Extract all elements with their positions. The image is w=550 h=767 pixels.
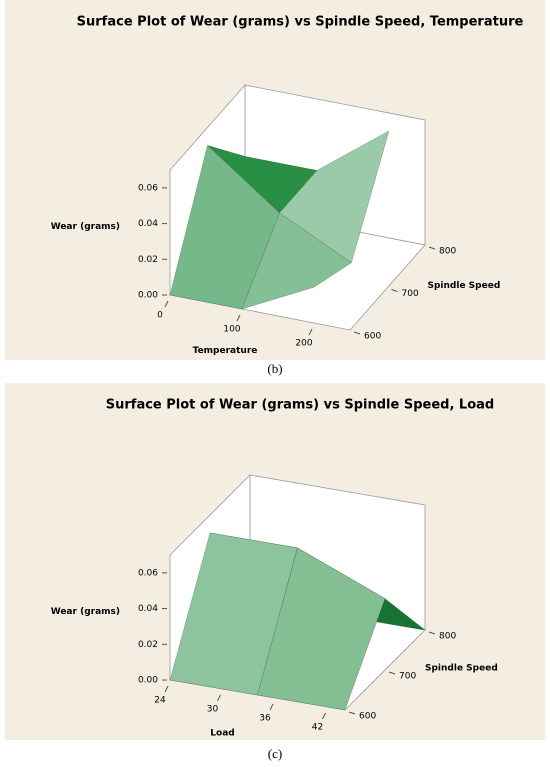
z-axis-label: Wear (grams) (51, 222, 120, 232)
x-axis-label: Temperature (193, 346, 258, 356)
x-tick (217, 694, 221, 702)
z-tick-label: 0.00 (138, 676, 158, 686)
caption: (c) (268, 746, 282, 761)
y-tick (428, 631, 436, 635)
y-axis-label: Spindle Speed (428, 281, 501, 291)
y-tick-label: 600 (359, 712, 376, 722)
surface-facet (241, 212, 352, 310)
chart-title: Surface Plot of Wear (grams) vs Spindle … (77, 15, 524, 30)
surface-facet (257, 547, 386, 711)
x-tick (322, 712, 326, 720)
x-tick (236, 314, 241, 322)
z-tick-label: 0.02 (138, 255, 158, 265)
chart-title: Surface Plot of Wear (grams) vs Spindle … (106, 398, 494, 413)
z-tick-label: 0.04 (138, 604, 158, 614)
x-tick (164, 300, 169, 308)
z-axis-label: Wear (grams) (51, 607, 120, 617)
x-tick-label: 100 (223, 325, 240, 335)
x-axis-label: Load (210, 729, 234, 739)
z-tick-label: 0.06 (138, 183, 158, 193)
y-tick (348, 711, 356, 715)
y-axis-label: Spindle Speed (425, 664, 498, 674)
caption: (b) (267, 361, 282, 376)
x-tick-label: 24 (154, 696, 166, 706)
x-tick (269, 703, 274, 711)
x-tick (164, 685, 169, 693)
y-tick (391, 289, 398, 292)
y-tick (388, 671, 396, 675)
x-tick-label: 42 (312, 723, 323, 733)
z-tick-label: 0.00 (138, 291, 158, 301)
y-tick (428, 246, 436, 250)
x-tick (308, 328, 313, 336)
z-tick-label: 0.02 (138, 640, 158, 650)
y-tick-label: 800 (439, 247, 456, 257)
y-tick-label: 600 (364, 332, 381, 342)
x-tick-label: 0 (157, 311, 163, 321)
y-tick-label: 700 (402, 289, 419, 299)
y-tick-label: 700 (399, 672, 416, 682)
x-tick-label: 36 (259, 714, 271, 724)
x-tick-label: 200 (295, 339, 312, 349)
x-tick-label: 30 (207, 705, 219, 715)
z-tick-label: 0.04 (138, 219, 158, 229)
y-tick-label: 800 (439, 632, 456, 642)
y-tick (353, 331, 361, 335)
z-tick-label: 0.06 (138, 568, 158, 578)
